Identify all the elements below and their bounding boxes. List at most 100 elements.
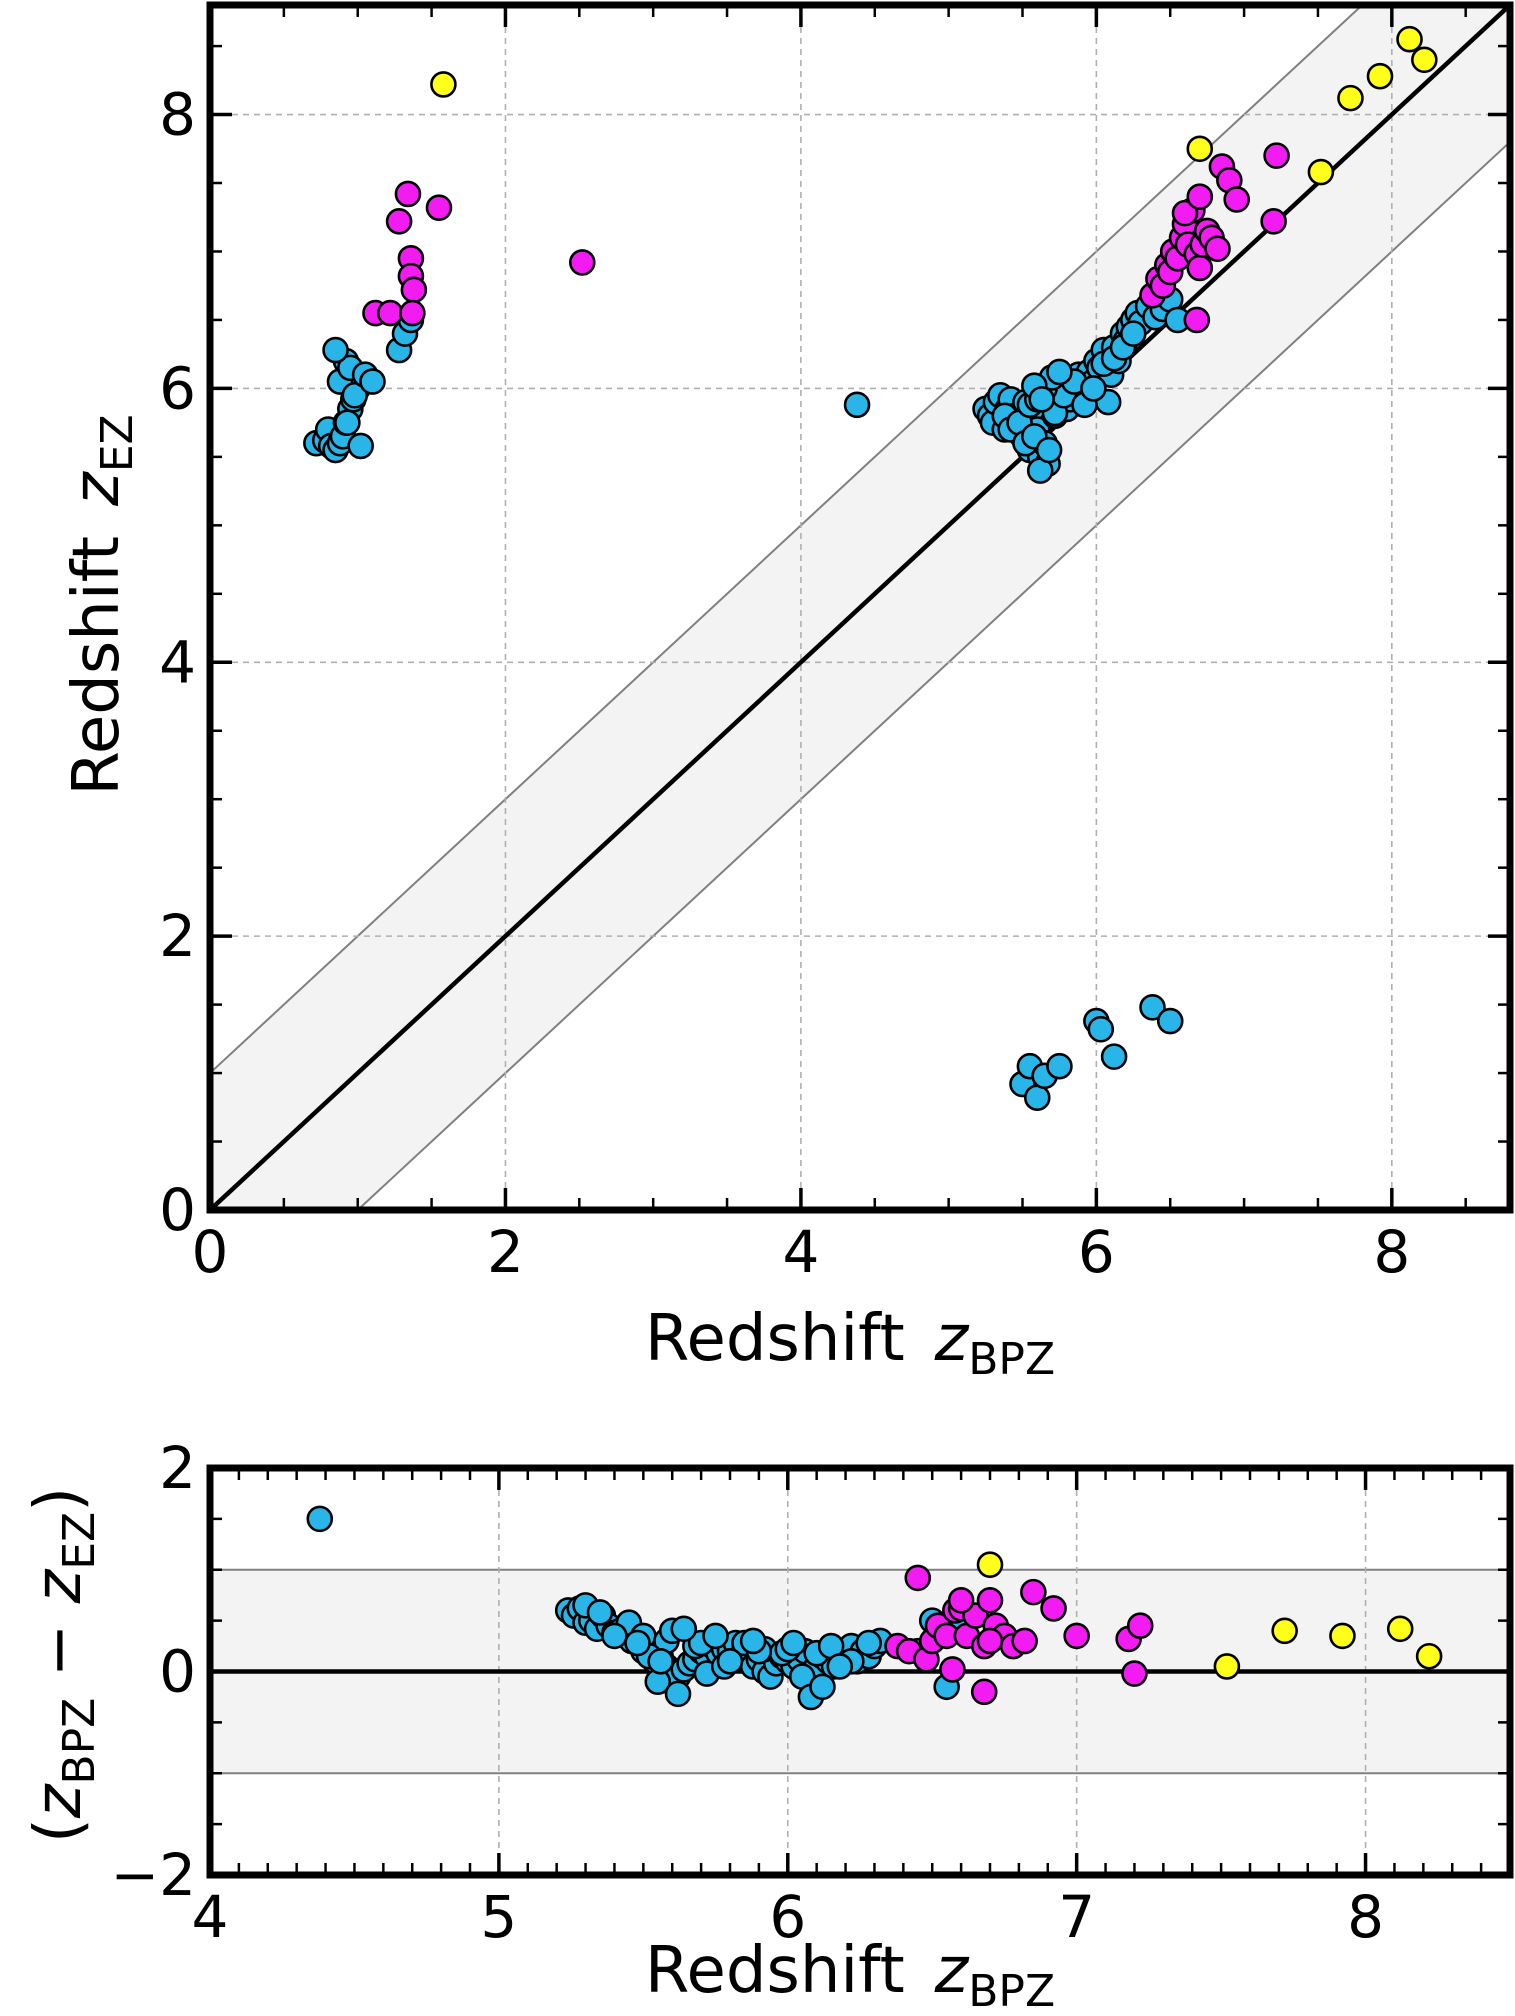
magenta-data-point (1171, 199, 1199, 227)
magenta-data-point (425, 194, 453, 221)
magenta-data-point (1260, 208, 1287, 235)
x-tick-labels: 0 2 4 6 8 (192, 1218, 1411, 1286)
x-tick-label: 4 (782, 1218, 819, 1286)
plot-frame (206, 1, 1514, 1214)
bottom-panel: 4 5 6 7 8 −2 0 2 Redshift zBPZ (zBPZ − zEZ) (22, 1434, 1514, 2016)
cyan-data-point (359, 368, 386, 395)
magenta-data-point (1020, 1578, 1047, 1606)
y-tick-labels: 0 2 4 6 8 (159, 81, 196, 1244)
cyan-data-point (347, 432, 374, 460)
cyan-data-point (739, 1627, 767, 1655)
cyan-data-point (855, 1629, 882, 1657)
yellow-data-point (1186, 135, 1214, 163)
x-tick-labels: 4 5 6 7 8 (192, 1883, 1384, 1951)
magenta-data-point (1126, 1612, 1154, 1640)
magenta-data-point (970, 1678, 998, 1706)
y-tick-label: 4 (159, 628, 196, 696)
x-tick-label: 2 (487, 1218, 524, 1286)
cyan-data-point (341, 381, 369, 409)
data-points (306, 1505, 1443, 1711)
magenta-data-point (376, 299, 404, 327)
y-tick-label: −2 (111, 1841, 197, 1909)
cyan-data-point (586, 1599, 614, 1626)
top-panel: 0 2 4 6 8 0 2 4 6 8 Redshift zBPZ RedshiftzEZ (60, 1, 1514, 1385)
yellow-data-point (1329, 1622, 1356, 1650)
cyan-data-point (1139, 994, 1166, 1021)
x-tick-label: 7 (1058, 1883, 1095, 1951)
x-tick-label: 8 (1373, 1218, 1410, 1286)
cyan-data-point (1156, 1007, 1184, 1035)
yellow-data-point (430, 71, 457, 98)
x-axis-label: Redshift zBPZ (645, 1934, 1055, 2016)
cyan-data-point (1080, 375, 1107, 402)
cyan-data-point (647, 1648, 674, 1675)
x-tick-label: 0 (192, 1218, 229, 1286)
one-to-one-line (210, 5, 1510, 1210)
cyan-data-point (780, 1629, 807, 1657)
yellow-data-point (1271, 1617, 1298, 1645)
magenta-data-point (1121, 1660, 1148, 1687)
magenta-data-point (1186, 183, 1214, 211)
cyan-data-point (624, 1629, 651, 1657)
cyan-data-point (826, 1653, 854, 1680)
yellow-data-point (1415, 1642, 1443, 1670)
yellow-data-point (1411, 46, 1438, 74)
cyan-data-point (1035, 436, 1063, 464)
x-tick-label: 8 (1347, 1883, 1384, 1951)
magenta-data-point (1263, 142, 1290, 169)
magenta-data-point (568, 249, 596, 276)
cyan-data-point (601, 1622, 628, 1650)
cyan-data-point (716, 1648, 744, 1675)
y-tick-label: 2 (159, 902, 196, 970)
cyan-data-point (1023, 1084, 1051, 1112)
y-tick-label: 0 (159, 1638, 196, 1706)
y-tick-label: 2 (159, 1434, 196, 1502)
magenta-data-point (1223, 186, 1251, 213)
band-upper-edge (210, 5, 1364, 1074)
yellow-data-point (1337, 84, 1364, 112)
cyan-data-point (1028, 386, 1056, 413)
yellow-data-point (1213, 1653, 1241, 1680)
cyan-data-point (843, 391, 871, 419)
magenta-data-point (385, 208, 413, 235)
yellow-data-point (1366, 62, 1394, 90)
cyan-data-point (1046, 358, 1073, 386)
yellow-data-point (1307, 158, 1335, 186)
x-tick-label: 6 (769, 1883, 806, 1951)
cyan-data-point (664, 1680, 692, 1708)
x-tick-label: 6 (1078, 1218, 1115, 1286)
magenta-data-point (399, 299, 426, 327)
y-tick-label: 8 (159, 81, 196, 149)
cyan-data-point (334, 409, 361, 436)
magenta-data-point (1063, 1622, 1090, 1650)
data-points (303, 25, 1438, 1112)
magenta-data-point (1204, 235, 1231, 263)
magenta-data-point (976, 1627, 1004, 1655)
magenta-data-point (1186, 254, 1214, 282)
magenta-data-point (939, 1656, 966, 1683)
cyan-data-point (702, 1622, 729, 1650)
yellow-data-point (1386, 1615, 1414, 1643)
magenta-data-point (1183, 306, 1211, 334)
cyan-data-point (306, 1505, 334, 1533)
magenta-data-point (1040, 1595, 1067, 1622)
magenta-data-point (1011, 1627, 1038, 1655)
y-axis-label: (zBPZ − zEZ) (22, 1487, 105, 1843)
y-tick-label: 0 (159, 1176, 196, 1244)
band-lower-edge (356, 141, 1510, 1210)
cyan-data-point (670, 1615, 698, 1643)
magenta-data-point (394, 180, 422, 208)
magenta-data-point (400, 276, 428, 304)
cyan-data-point (1119, 320, 1147, 347)
yellow-data-point (976, 1551, 1004, 1578)
cyan-data-point (322, 336, 349, 364)
y-tick-labels: −2 0 2 (111, 1434, 197, 1909)
cyan-data-point (1100, 1043, 1128, 1070)
cyan-data-point (1046, 1052, 1073, 1080)
magenta-data-point (947, 1586, 975, 1614)
plot-frame (206, 1464, 1514, 1879)
x-axis-label: Redshift zBPZ (645, 1302, 1055, 1385)
x-tick-label: 4 (192, 1883, 229, 1951)
yellow-data-point (1396, 25, 1423, 53)
